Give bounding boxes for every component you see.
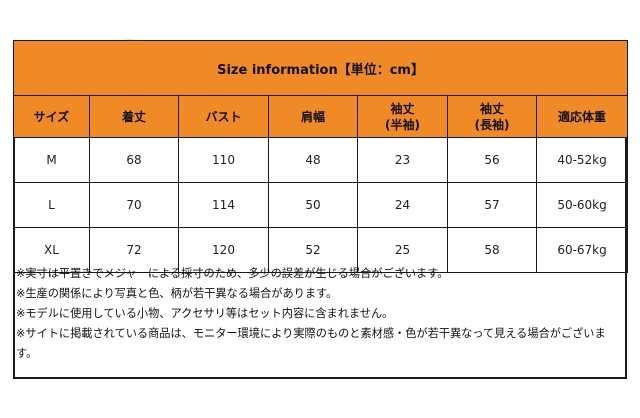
cell-weight: 60-67kg (535, 227, 629, 273)
table-row: M 68 110 48 23 56 40-52kg (13, 137, 629, 183)
col-header-bust: バスト (178, 95, 269, 138)
note-line: ※サイトに掲載されている商品は、モニター環境により実際のものと素材感・色が若干異… (16, 327, 606, 360)
cell-length: 70 (89, 182, 179, 228)
cell-shoulder: 50 (268, 182, 358, 228)
title-row: Size information【単位：cm】 (12, 40, 629, 96)
cell-shoulder: 48 (268, 137, 358, 183)
cell-sleeve-long: 58 (447, 227, 537, 273)
cell-sleeve-short: 25 (357, 227, 448, 273)
notes-block: ※実寸は平置きでメジャーによる採寸のため、多少の誤差が生じる場合がございます。 … (16, 264, 622, 364)
col-header-sleeve-short: 袖丈 (半袖) (357, 95, 448, 138)
cell-sleeve-long: 57 (447, 182, 537, 228)
table-row: L 70 114 50 24 57 50-60kg (13, 182, 629, 228)
cell-shoulder: 52 (268, 227, 358, 273)
col-header-sleeve-long: 袖丈 (長袖) (447, 95, 537, 138)
col-header-size: サイズ (13, 95, 90, 138)
cell-sleeve-long: 56 (447, 137, 537, 183)
cell-sleeve-short: 24 (357, 182, 448, 228)
note-line: ※生産の関係により写真と色、柄が若干異なる場合があります。 (16, 287, 338, 300)
cell-weight: 40-52kg (535, 137, 629, 183)
cell-weight: 50-60kg (535, 182, 629, 228)
cell-size: M (13, 137, 90, 183)
cell-size: XL (13, 227, 90, 273)
note-line: ※実寸は平置きでメジャーによる採寸のため、多少の誤差が生じる場合がございます。 (16, 267, 449, 280)
cell-length: 72 (89, 227, 179, 273)
header-row: サイズ 着丈 バスト 肩幅 袖丈 (半袖) 袖丈 (長袖) 適応体重 (13, 95, 629, 138)
size-table: Size information【単位：cm】 サイズ 着丈 バスト 肩幅 袖丈… (12, 40, 629, 273)
cell-bust: 110 (178, 137, 269, 183)
col-header-weight: 適応体重 (535, 95, 629, 138)
col-header-length: 着丈 (89, 95, 179, 138)
cell-size: L (13, 182, 90, 228)
cell-sleeve-short: 23 (357, 137, 448, 183)
table-title: Size information【単位：cm】 (12, 40, 629, 96)
table-row: XL 72 120 52 25 58 60-67kg (13, 227, 629, 273)
note-line: ※モデルに使用している小物、アクセサリ等はセット内容に含まれません。 (16, 307, 394, 320)
cell-bust: 114 (178, 182, 269, 228)
col-header-shoulder: 肩幅 (268, 95, 358, 138)
cell-length: 68 (89, 137, 179, 183)
